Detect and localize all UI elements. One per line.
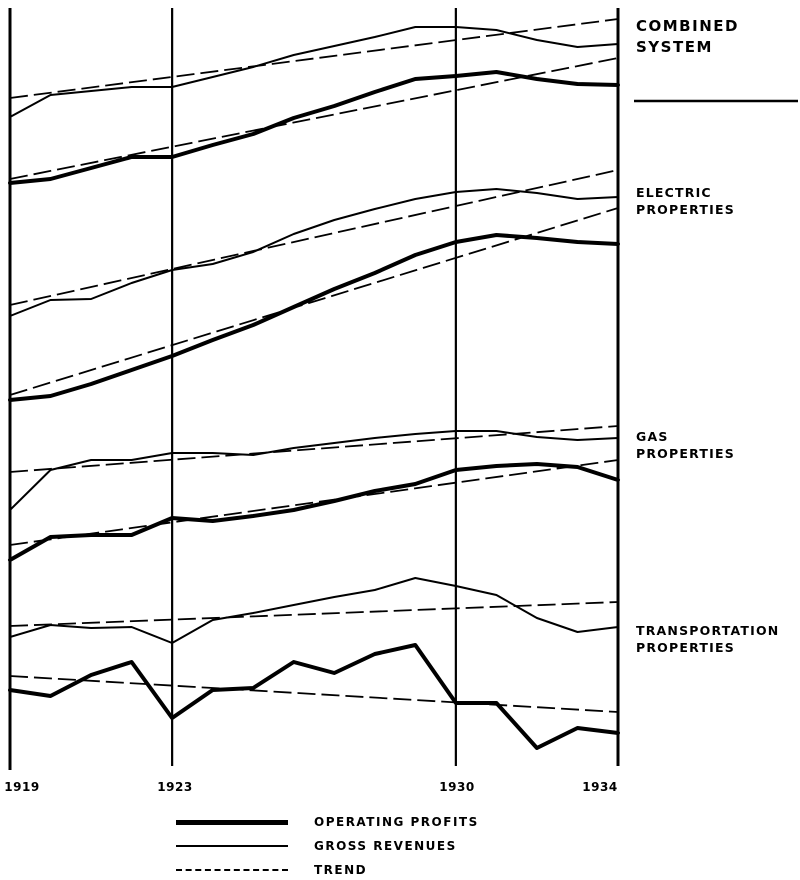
electric-trend-revenues-line: [9, 169, 619, 306]
legend-item-gross-revenues: GROSS REVENUES: [176, 836, 457, 856]
panel-label-transport-line2: PROPERTIES: [636, 640, 735, 655]
panel-label-gas-line2: PROPERTIES: [636, 446, 735, 461]
gas-operating-profits-line: [8, 462, 620, 562]
x-tick-label-1934: 1934: [582, 780, 618, 794]
panel-label-gas-line1: GAS: [636, 429, 669, 444]
legend-item-operating-profits: OPERATING PROFITS: [176, 812, 479, 832]
legend-label-gross-revenues: GROSS REVENUES: [314, 839, 457, 853]
x-tick-label-1919: 1919: [4, 780, 40, 794]
panel-label-combined-line2: SYSTEM: [636, 38, 713, 56]
panel-label-gas-properties: GAS PROPERTIES: [636, 428, 735, 462]
legend-label-operating-profits: OPERATING PROFITS: [314, 815, 479, 829]
legend-swatch-thick-line: [176, 819, 288, 825]
panel-label-transportation-properties: TRANSPORTATION PROPERTIES: [636, 622, 779, 656]
gas-gross-revenues-line: [9, 430, 619, 511]
transport-operating-profits-line: [8, 643, 620, 750]
panel-label-transport-line1: TRANSPORTATION: [636, 623, 780, 638]
electric-gross-revenues-line: [9, 188, 619, 317]
transport-trend-profits-line: [9, 675, 619, 713]
panel-label-electric-line1: ELECTRIC: [636, 185, 712, 200]
legend-item-trend: TREND: [176, 860, 367, 880]
combined-operating-profits-line: [8, 70, 620, 185]
x-tick-label-1930: 1930: [439, 780, 475, 794]
panel-label-electric-line2: PROPERTIES: [636, 202, 735, 217]
panel-label-combined-line1: COMBINED: [636, 17, 739, 35]
gas-trend-profits-line: [9, 459, 619, 546]
gas-trend-revenues-line: [9, 425, 619, 473]
transport-gross-revenues-line: [9, 577, 619, 644]
transport-trend-revenues-line: [9, 601, 619, 627]
legend-label-trend: TREND: [314, 863, 368, 877]
legend-swatch-dashed-line: [176, 869, 288, 871]
combined-trend-profits-line: [9, 57, 619, 180]
legend-swatch-thin-line: [176, 845, 288, 847]
electric-trend-profits-line: [9, 207, 619, 396]
x-tick-label-1923: 1923: [157, 780, 193, 794]
combined-trend-revenues-line: [9, 18, 619, 99]
panel-label-electric-properties: ELECTRIC PROPERTIES: [636, 184, 735, 218]
panel-label-combined-system: COMBINED SYSTEM: [636, 16, 739, 58]
electric-operating-profits-line: [8, 233, 620, 402]
combined-gross-revenues-line: [9, 26, 619, 118]
